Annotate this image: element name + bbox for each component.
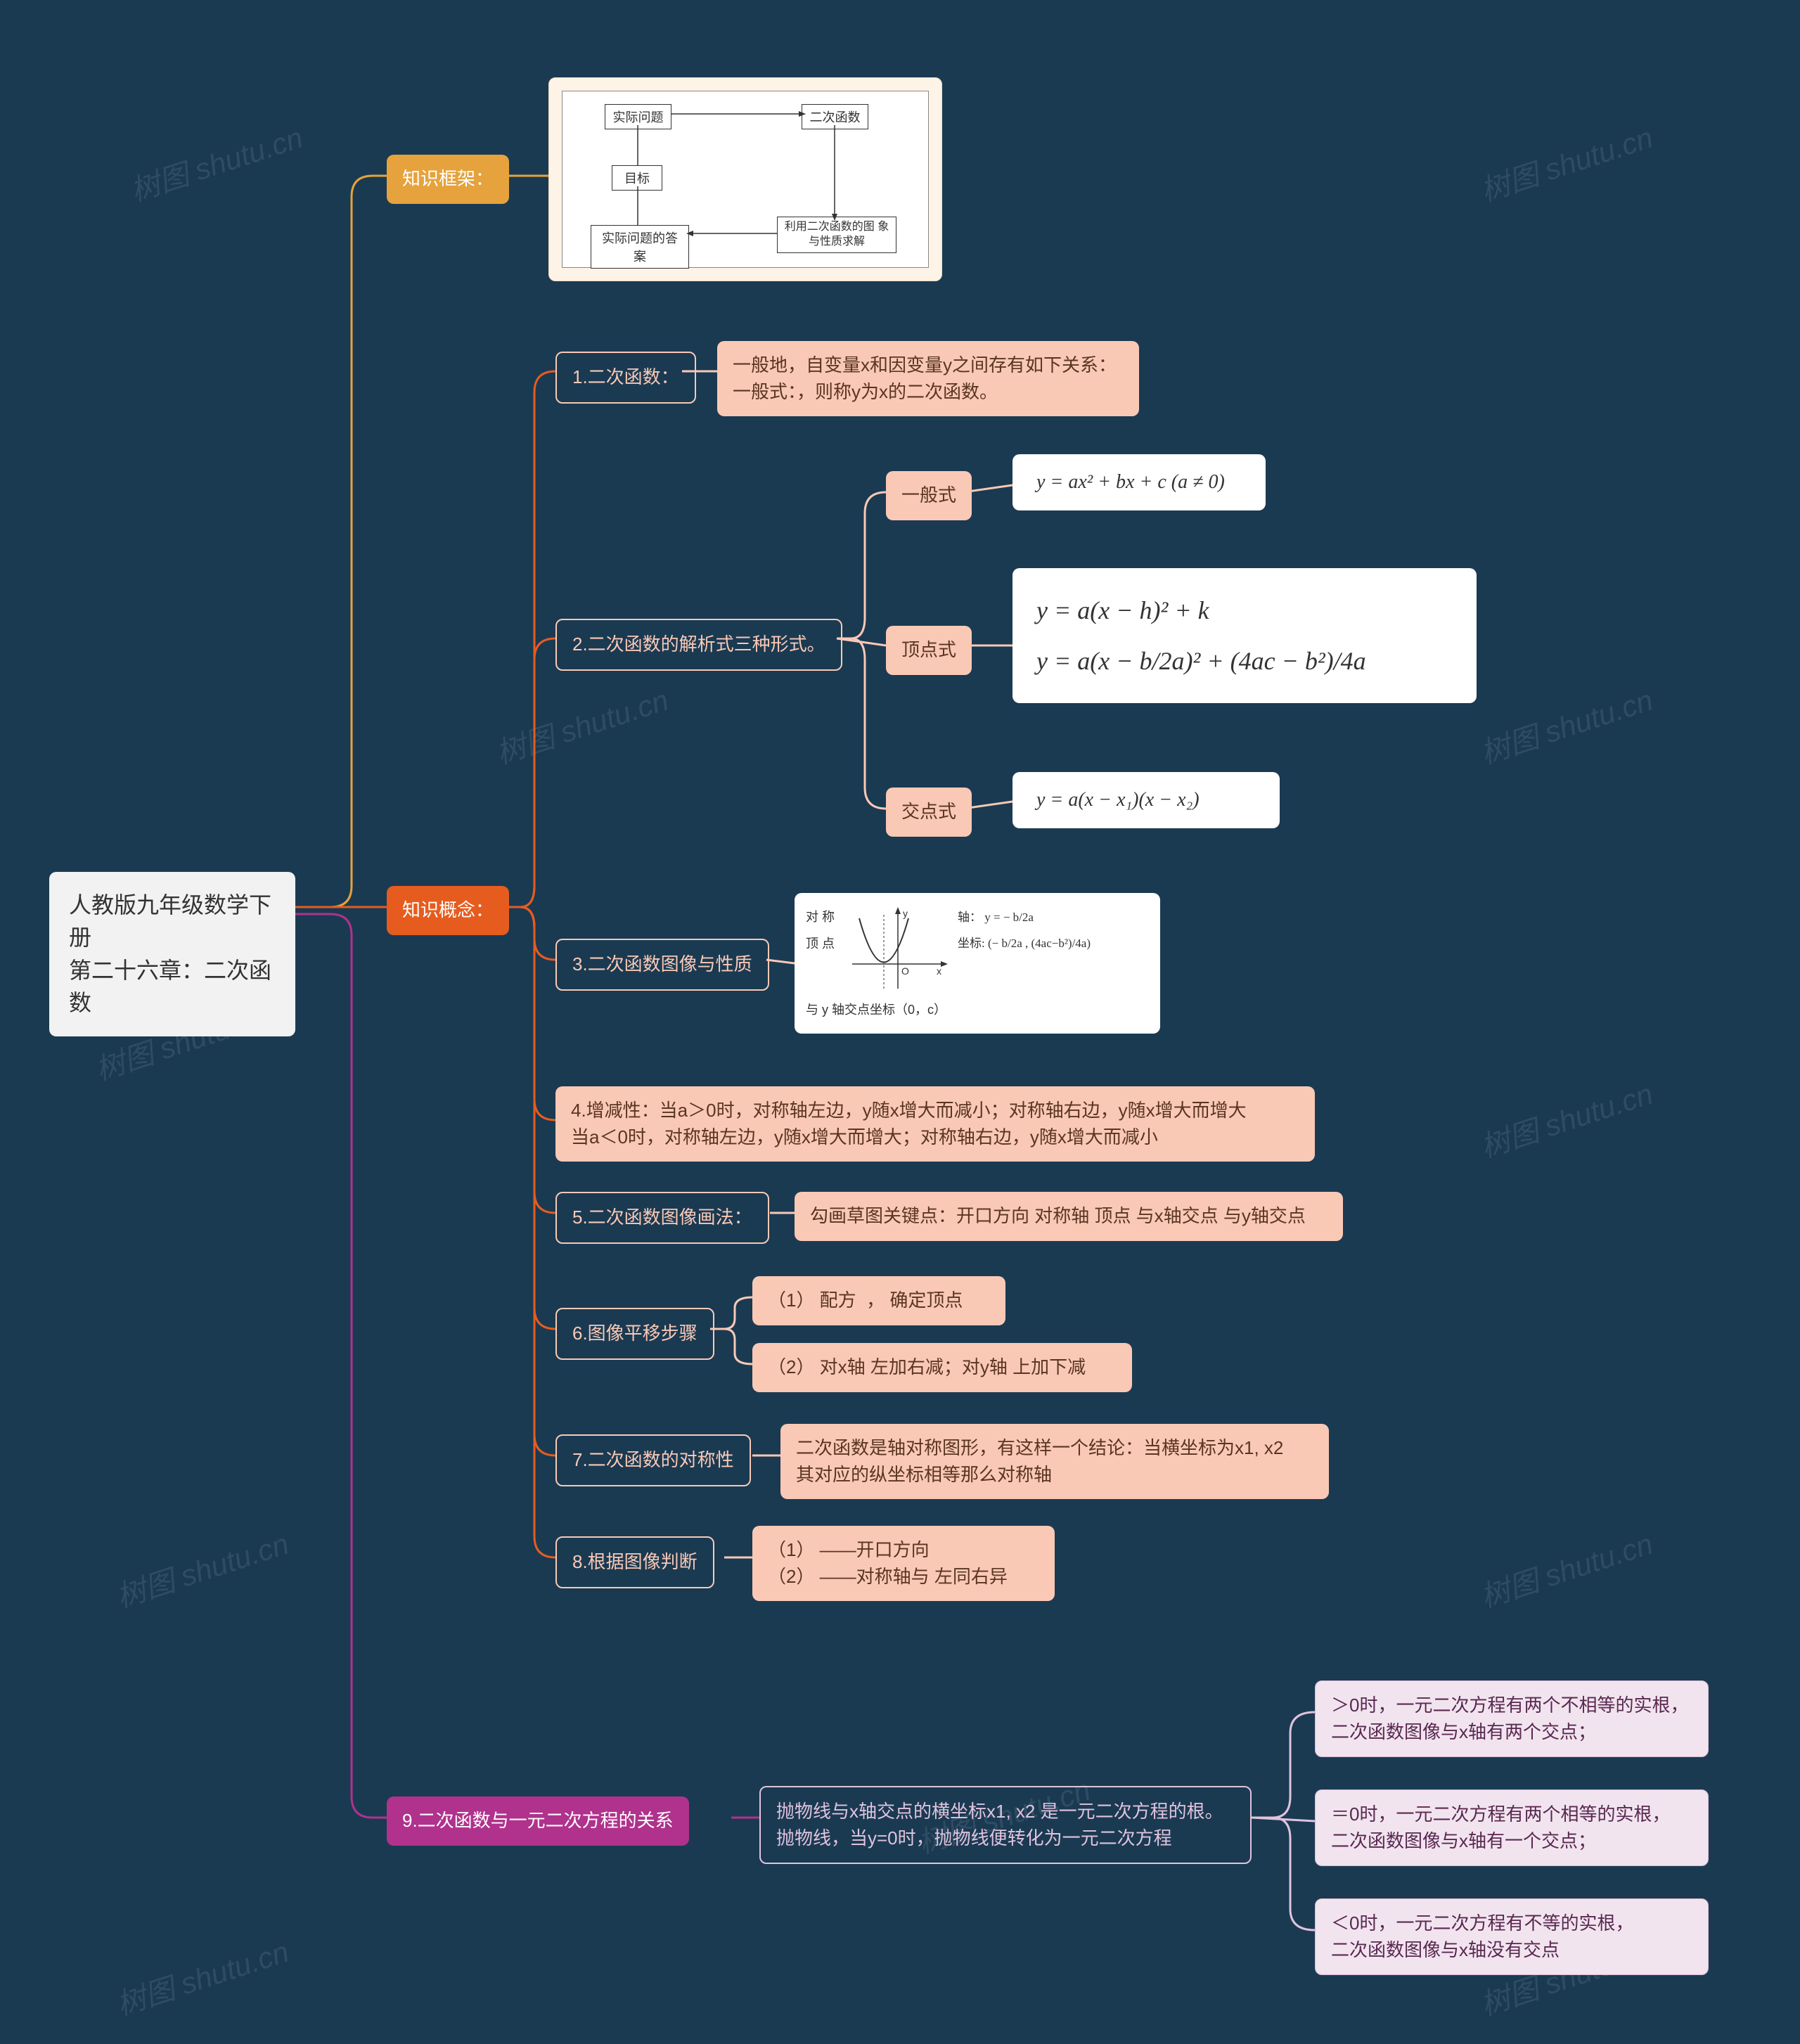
concept-2b-label: 顶点式 xyxy=(886,626,972,675)
watermark: 树图 shutu.cn xyxy=(110,1520,294,1616)
framework-node: 知识框架： xyxy=(387,155,509,204)
watermark: 树图 shutu.cn xyxy=(124,114,308,210)
svg-text:x: x xyxy=(937,965,941,977)
svg-text:O: O xyxy=(901,965,909,977)
watermark: 树图 shutu.cn xyxy=(110,1928,294,2024)
formula-intersect: y = a(x − x₁)(x − x₂) xyxy=(1012,772,1280,828)
watermark: 树图 shutu.cn xyxy=(1474,676,1658,773)
watermark: 树图 shutu.cn xyxy=(1474,114,1658,210)
relation-node: 9.二次函数与一元二次方程的关系 xyxy=(387,1796,689,1846)
parabola-graph: 对 称 顶 点 O x y 轴： y = − b/2a 坐标: (− b/2a … xyxy=(795,893,1160,1034)
relation-a: ＞0时，一元二次方程有两个不相等的实根， 二次函数图像与x轴有两个交点； xyxy=(1315,1680,1709,1757)
graph-label: 坐标: (− b/2a , (4ac−b²)/4a) xyxy=(958,930,1091,956)
concept-7-body: 二次函数是轴对称图形，有这样一个结论：当横坐标为x1, x2 其对应的纵坐标相等… xyxy=(780,1424,1329,1499)
concept-4: 4.增减性：当a＞0时，对称轴左边，y随x增大而减小；对称轴右边，y随x增大而增… xyxy=(555,1086,1315,1162)
concept-6a: （1） 配方 ， 确定顶点 xyxy=(752,1276,1005,1325)
graph-label: 对 称 xyxy=(806,904,838,931)
root-node: 人教版九年级数学下册 第二十六章：二次函数 xyxy=(49,872,295,1036)
concept-2a-label: 一般式 xyxy=(886,471,972,520)
relation-b: ＝0时，一元二次方程有两个相等的实根， 二次函数图像与x轴有一个交点； xyxy=(1315,1789,1709,1866)
watermark: 树图 shutu.cn xyxy=(490,676,674,773)
framework-diagram: 实际问题 二次函数 目标 实际问题的答案 利用二次函数的图 象与性质求解 xyxy=(548,77,942,281)
relation-c: ＜0时，一元二次方程有不等的实根， 二次函数图像与x轴没有交点 xyxy=(1315,1898,1709,1975)
concept-1-body: 一般地，自变量x和因变量y之间存有如下关系： 一般式：，则称y为x的二次函数。 xyxy=(717,341,1139,416)
graph-label: 顶 点 xyxy=(806,931,838,958)
concept-6: 6.图像平移步骤 xyxy=(555,1308,714,1360)
formula-text: y = a(x − b/2a)² + (4ac − b²)/4a xyxy=(1036,636,1453,686)
concept-6b: （2） 对x轴 左加右减；对y轴 上加下减 xyxy=(752,1343,1132,1392)
formula-text: y = a(x − x₁)(x − x₂) xyxy=(1036,789,1200,811)
formula-general: y = ax² + bx + c (a ≠ 0) xyxy=(1012,454,1266,510)
concept-5-body: 勾画草图关键点：开口方向 对称轴 顶点 与x轴交点 与y轴交点 xyxy=(795,1192,1343,1241)
svg-text:y: y xyxy=(903,908,908,919)
concept-7: 7.二次函数的对称性 xyxy=(555,1434,751,1486)
concept-2: 2.二次函数的解析式三种形式。 xyxy=(555,619,842,671)
watermark: 树图 shutu.cn xyxy=(1474,1070,1658,1166)
relation-body: 抛物线与x轴交点的横坐标x1, x2 是一元二次方程的根。 抛物线，当y=0时，… xyxy=(759,1786,1252,1864)
concept-5: 5.二次函数图像画法： xyxy=(555,1192,769,1244)
concept-8: 8.根据图像判断 xyxy=(555,1536,714,1588)
concept-2c-label: 交点式 xyxy=(886,788,972,837)
graph-label: 与 y 轴交点坐标（0，c） xyxy=(806,1000,1149,1018)
concepts-node: 知识概念： xyxy=(387,886,509,935)
formula-text: y = a(x − h)² + k xyxy=(1036,585,1453,636)
concept-3: 3.二次函数图像与性质 xyxy=(555,939,769,991)
formula-text: y = ax² + bx + c (a ≠ 0) xyxy=(1036,471,1225,493)
formula-vertex: y = a(x − h)² + k y = a(x − b/2a)² + (4a… xyxy=(1012,568,1477,703)
concept-8-body: （1） ——开口方向 （2） ——对称轴与 左同右异 xyxy=(752,1526,1055,1601)
concept-1: 1.二次函数： xyxy=(555,352,696,404)
watermark: 树图 shutu.cn xyxy=(1474,1520,1658,1616)
graph-label: 轴： y = − b/2a xyxy=(958,904,1091,930)
